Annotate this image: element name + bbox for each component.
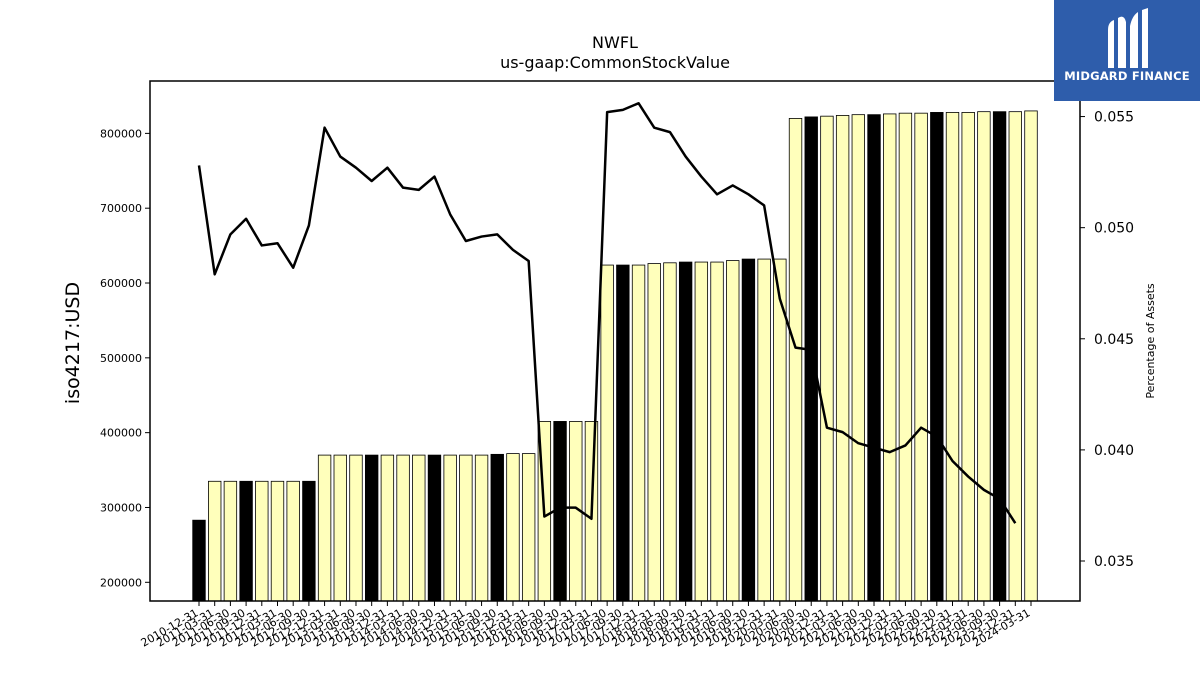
bar-2021-09-30 bbox=[867, 114, 881, 602]
bar-2013-03-31 bbox=[333, 454, 347, 602]
y-tick-label: 500000 bbox=[100, 352, 142, 365]
bar-2021-03-31 bbox=[835, 115, 850, 602]
bar-2021-06-30 bbox=[851, 114, 865, 602]
bar-2018-09-30 bbox=[678, 261, 693, 602]
bar-2022-12-31 bbox=[945, 112, 960, 602]
bar-2020-09-30 bbox=[804, 116, 818, 602]
y-tick-label: 300000 bbox=[100, 501, 142, 514]
right-axis-ticks: 0.035 0.040 0.045 0.050 0.055 bbox=[1080, 110, 1134, 570]
y-tick-label: 400000 bbox=[100, 427, 142, 440]
bar-2011-03-31 bbox=[208, 480, 222, 602]
logo-text: MIDGARD FINANCE bbox=[1064, 69, 1190, 83]
bar-2017-12-31 bbox=[631, 264, 646, 602]
percentage-line bbox=[197, 101, 1017, 524]
bar-2015-12-31 bbox=[506, 453, 520, 602]
bar-2018-12-31 bbox=[694, 261, 709, 602]
bar-2023-06-30 bbox=[977, 111, 991, 602]
bar-2014-06-30 bbox=[412, 454, 426, 602]
bar-2012-12-31 bbox=[317, 454, 332, 602]
bar-2018-06-30 bbox=[663, 262, 677, 602]
bar-2023-09-30 bbox=[992, 111, 1007, 602]
bar-2017-09-30 bbox=[616, 264, 630, 602]
bar-2019-03-31 bbox=[710, 261, 724, 602]
y-tick-label: 200000 bbox=[100, 576, 142, 589]
y-axis-label: iso4217:USD bbox=[62, 282, 84, 404]
bar-2019-06-30 bbox=[726, 260, 740, 602]
y-tick-label: 700000 bbox=[100, 202, 142, 215]
bar-2022-03-31 bbox=[898, 112, 913, 602]
y-tick-label: 800000 bbox=[100, 127, 142, 140]
bar-2020-06-30 bbox=[788, 118, 803, 602]
bar-2013-06-30 bbox=[349, 454, 363, 602]
bar-2022-09-30 bbox=[930, 112, 944, 602]
bar-2010-12-31 bbox=[192, 519, 206, 602]
y2-tick-label: 0.040 bbox=[1094, 443, 1134, 459]
bar-2012-03-31 bbox=[270, 480, 285, 602]
bars bbox=[192, 110, 1038, 602]
y2-tick-label: 0.050 bbox=[1094, 221, 1134, 237]
bar-2022-06-30 bbox=[914, 112, 928, 602]
bar-2014-03-31 bbox=[396, 454, 410, 602]
brand-logo: MIDGARD FINANCE bbox=[1054, 0, 1200, 101]
left-axis-ticks: 200000 300000 400000 500000 600000 700000 8000… bbox=[100, 127, 150, 589]
chart-subtitle: us-gaap:CommonStockValue bbox=[500, 53, 730, 72]
y-tick-label: 600000 bbox=[100, 277, 142, 290]
bar-2019-09-30 bbox=[741, 258, 756, 602]
x-axis-ticks: 2010-12-312011-03-312011-06-302011-09-30… bbox=[139, 601, 1033, 650]
bar-2012-09-30 bbox=[302, 480, 316, 602]
y2-tick-label: 0.045 bbox=[1094, 332, 1134, 348]
bar-2019-12-31 bbox=[757, 258, 771, 602]
bar-2015-09-30 bbox=[490, 453, 504, 602]
bar-2023-03-31 bbox=[961, 112, 975, 602]
bar-2013-09-30 bbox=[364, 454, 379, 602]
bar-2011-12-31 bbox=[255, 480, 269, 602]
percentage-of-assets-line bbox=[197, 101, 1017, 524]
y2-axis-label: Percentage of Assets bbox=[1144, 283, 1157, 399]
bar-2014-12-31 bbox=[443, 454, 457, 602]
bar-2012-06-30 bbox=[286, 480, 300, 602]
plot-frame bbox=[149, 80, 1081, 602]
bar-2015-03-31 bbox=[459, 454, 473, 602]
bar-2023-12-31 bbox=[1008, 111, 1022, 602]
bar-2020-12-31 bbox=[820, 115, 834, 602]
y2-tick-label: 0.055 bbox=[1094, 110, 1134, 126]
bar-2018-03-31 bbox=[647, 263, 661, 602]
bar-2011-09-30 bbox=[239, 480, 253, 602]
chart-title: NWFL bbox=[592, 33, 638, 52]
bar-2016-03-31 bbox=[521, 453, 536, 602]
logo-mark-icon bbox=[1108, 8, 1148, 68]
bar-2024-03-31 bbox=[1024, 110, 1038, 602]
bar-2013-12-31 bbox=[380, 454, 395, 602]
y2-tick-label: 0.035 bbox=[1094, 554, 1134, 570]
bar-2021-12-31 bbox=[883, 113, 897, 602]
bar-2015-06-30 bbox=[474, 454, 489, 602]
bar-2014-09-30 bbox=[427, 454, 442, 602]
bar-2017-06-30 bbox=[600, 264, 614, 602]
bar-2011-06-30 bbox=[223, 480, 238, 602]
